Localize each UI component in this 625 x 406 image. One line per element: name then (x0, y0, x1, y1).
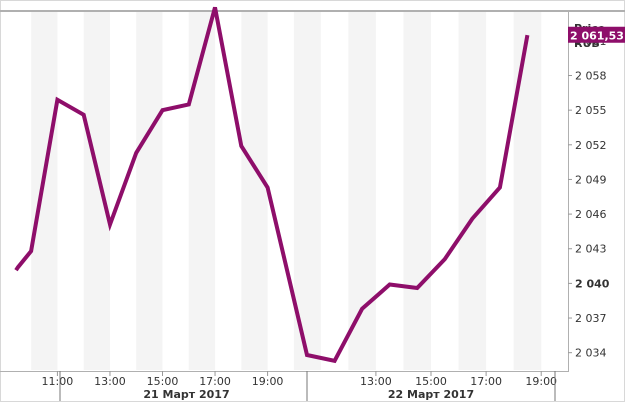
x-tick-label: 17:00 (199, 375, 231, 388)
y-tick-label: 2 037 (575, 312, 607, 325)
time-band (513, 12, 542, 370)
y-tick-label: 2 058 (575, 70, 607, 83)
time-band (307, 12, 321, 370)
time-band (136, 12, 163, 370)
x-tick-label: 13:00 (360, 375, 392, 388)
last-price-badge (568, 26, 625, 43)
x-tick-label: 15:00 (147, 375, 179, 388)
last-price-marker: 2 061,53 (568, 26, 625, 43)
y-tick-label: 2 040 (575, 277, 610, 290)
time-band (348, 12, 376, 370)
time-band (241, 12, 268, 370)
price-line (14, 6, 530, 364)
x-tick-label: 17:00 (470, 375, 502, 388)
x-tick-label: 19:00 (252, 375, 284, 388)
y-tick-label: 2 049 (575, 173, 607, 186)
time-band (31, 12, 58, 370)
time-bands (31, 12, 542, 370)
y-tick-label: 2 052 (575, 139, 607, 152)
x-tick-label: 19:00 (525, 375, 557, 388)
x-tick-label: 11:00 (42, 375, 74, 388)
date-label: 21 Март 2017 (143, 388, 229, 401)
price-series (14, 6, 530, 364)
time-band (188, 12, 216, 370)
y-tick-label: 2 043 (575, 243, 607, 256)
x-axis: 11:00 13:00 15:00 17:00 19:00 13:00 15:00 17:00… (42, 371, 557, 401)
y-tick-label: 2 046 (575, 208, 607, 221)
x-tick-label: 15:00 (415, 375, 447, 388)
time-band (293, 12, 307, 370)
time-band (458, 12, 487, 370)
time-band (83, 12, 110, 370)
y-tick-label: 2 055 (575, 104, 607, 117)
x-tick-label: 13:00 (94, 375, 126, 388)
y-tick-label: 2 034 (575, 347, 607, 360)
time-band (403, 12, 431, 370)
date-label: 22 Март 2017 (388, 388, 474, 401)
last-price-label: 2 061,53 (570, 29, 624, 42)
